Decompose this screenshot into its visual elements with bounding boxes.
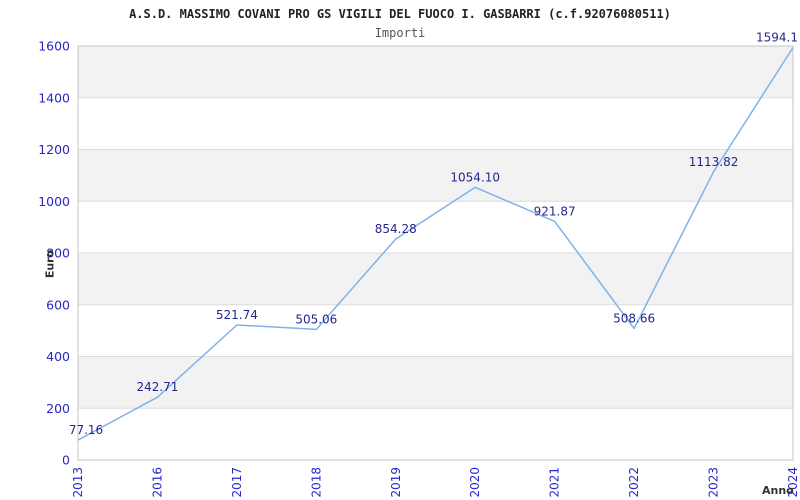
plot-band bbox=[78, 149, 793, 202]
data-point-label: 77.16 bbox=[69, 423, 103, 437]
plot-band bbox=[78, 408, 793, 460]
data-point-label: 508.66 bbox=[613, 311, 655, 325]
plot-band bbox=[78, 356, 793, 409]
x-tick-label: 2024 bbox=[786, 467, 800, 498]
y-tick-label: 200 bbox=[46, 401, 70, 416]
x-tick-label: 2021 bbox=[548, 467, 562, 498]
data-point-label: 854.28 bbox=[375, 222, 417, 236]
x-tick-label: 2023 bbox=[707, 467, 721, 498]
x-tick-label: 2020 bbox=[468, 467, 482, 498]
data-point-label: 1054.10 bbox=[450, 170, 500, 184]
plot-band bbox=[78, 253, 793, 305]
chart-subtitle: Importi bbox=[374, 26, 426, 40]
chart-title: A.S.D. MASSIMO COVANI PRO GS VIGILI DEL … bbox=[129, 7, 671, 21]
plot-border bbox=[77, 45, 794, 461]
plot-band bbox=[78, 201, 793, 253]
data-point-label: 1113.82 bbox=[689, 155, 739, 169]
y-tick-label: 0 bbox=[62, 453, 70, 468]
data-point-label: 505.06 bbox=[295, 312, 337, 326]
plot-band bbox=[78, 304, 793, 357]
x-tick-label: 2016 bbox=[150, 467, 164, 498]
data-point-label: 521.74 bbox=[216, 308, 258, 322]
data-point-label: 1594.1 bbox=[756, 31, 798, 45]
data-series-line bbox=[77, 47, 794, 441]
x-tick-label: 2019 bbox=[389, 467, 403, 498]
x-axis-title: Anno bbox=[762, 484, 794, 497]
y-tick-label: 1000 bbox=[38, 194, 70, 209]
y-tick-label: 1600 bbox=[38, 39, 70, 54]
y-tick-label: 1200 bbox=[38, 142, 70, 157]
y-axis-title: Euro bbox=[43, 249, 57, 279]
data-point-label: 242.71 bbox=[136, 380, 178, 394]
x-tick-label: 2018 bbox=[309, 467, 323, 498]
plot-band bbox=[78, 46, 793, 98]
x-tick-label: 2017 bbox=[230, 467, 244, 498]
data-point-label: 921.87 bbox=[534, 204, 576, 218]
y-tick-label: 800 bbox=[46, 246, 70, 261]
y-tick-label: 600 bbox=[46, 297, 70, 312]
y-tick-label: 400 bbox=[46, 349, 70, 364]
plot-band bbox=[78, 97, 793, 150]
y-tick-label: 1400 bbox=[38, 90, 70, 105]
x-tick-label: 2022 bbox=[627, 467, 641, 498]
x-tick-label: 2013 bbox=[71, 467, 85, 498]
